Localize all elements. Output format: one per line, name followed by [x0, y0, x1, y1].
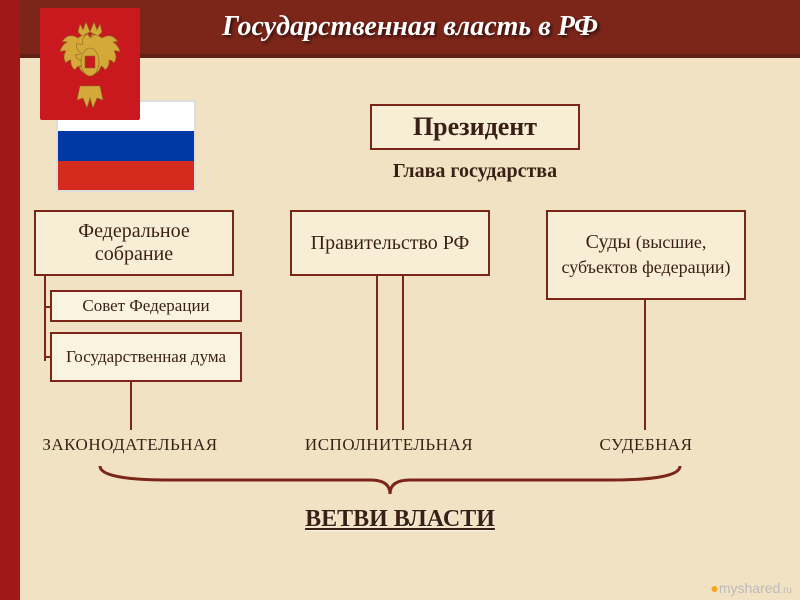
flag-stripe-red: [58, 161, 194, 190]
president-subtitle: Глава государства: [370, 160, 580, 183]
node-state-duma: Государственная дума: [50, 332, 242, 382]
connector: [402, 276, 404, 430]
node-federal-assembly: Федеральное собрание: [34, 210, 234, 276]
flag-stripe-blue: [58, 131, 194, 160]
node-courts-label: Суды (высшие, субъектов федерации): [554, 230, 738, 280]
connector: [44, 276, 46, 361]
connector: [644, 300, 646, 430]
node-president: Президент: [370, 104, 580, 150]
courts-main-word: Суды: [586, 231, 631, 253]
watermark: ●myshared.ru: [710, 580, 792, 596]
connector: [130, 382, 132, 430]
watermark-text: myshared: [719, 580, 780, 596]
node-government: Правительство РФ: [290, 210, 490, 276]
node-state-duma-label: Государственная дума: [66, 347, 226, 367]
node-president-label: Президент: [413, 112, 537, 142]
connector: [376, 276, 378, 430]
branch-executive-label: ИСПОЛНИТЕЛЬНАЯ: [264, 435, 514, 455]
node-government-label: Правительство РФ: [311, 232, 470, 255]
page-title: Государственная власть в РФ: [222, 11, 598, 43]
node-federation-council: Совет Федерации: [50, 290, 242, 322]
eagle-icon: [50, 16, 130, 112]
russia-coat-of-arms: [40, 8, 140, 120]
node-federal-assembly-label: Федеральное собрание: [42, 220, 226, 266]
curly-brace: [90, 462, 690, 502]
node-federation-council-label: Совет Федерации: [82, 296, 209, 316]
branch-legislative-label: ЗАКОНОДАТЕЛЬНАЯ: [30, 435, 230, 455]
branches-footer-label: ВЕТВИ ВЛАСТИ: [0, 506, 800, 533]
node-courts: Суды (высшие, субъектов федерации): [546, 210, 746, 300]
branch-judicial-label: СУДЕБНАЯ: [566, 435, 726, 455]
